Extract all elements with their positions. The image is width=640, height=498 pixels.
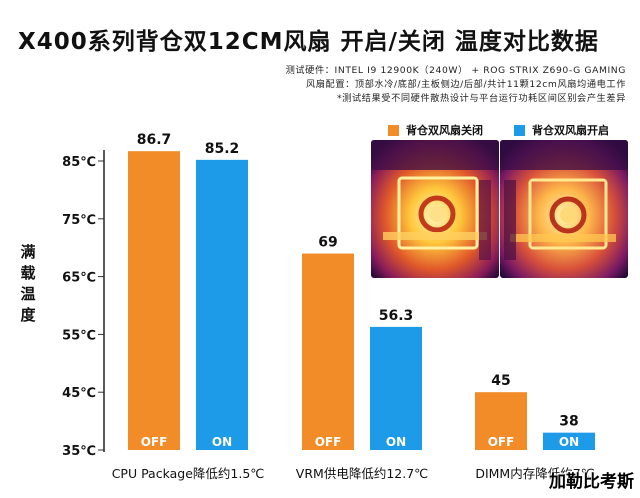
y-axis-label: 满载温度 — [20, 243, 36, 324]
watermark: 加勒比考斯 — [549, 472, 634, 492]
bar-state-label: OFF — [141, 435, 168, 449]
bar — [128, 151, 180, 450]
y-tick-label: 45℃ — [62, 386, 96, 401]
x-category-label: DIMM内存降低约7℃ — [475, 466, 594, 481]
bar — [543, 432, 595, 450]
y-tick-label: 55℃ — [62, 328, 96, 343]
x-category-label: CPU Package降低约1.5℃ — [112, 466, 265, 481]
legend-swatch-blue — [514, 124, 525, 136]
disclaimer-note: *测试结果受不同硬件散热设计与平台运行功耗区间区别会产生差异 — [336, 93, 626, 104]
legend-swatch-orange — [388, 124, 399, 136]
data-label: 86.7 — [137, 132, 172, 148]
data-label: 56.3 — [379, 308, 414, 324]
data-label: 45 — [491, 373, 510, 389]
bar-state-label: ON — [212, 435, 232, 449]
y-tick-label: 35℃ — [62, 444, 96, 459]
thermal-image-fans-off — [371, 140, 499, 278]
bar — [302, 253, 354, 450]
thermal-image-fans-on — [500, 140, 628, 278]
data-label: 85.2 — [205, 141, 240, 157]
fan-config-note: 风扇配置：顶部水冷/底部/主板侧边/后部/共计11颗12cm风扇均通电工作 — [305, 79, 626, 90]
legend-item-fans-on: 背仓双风扇开启 — [514, 122, 609, 138]
data-label: 69 — [318, 234, 337, 250]
bar — [370, 326, 422, 450]
bar-state-label: OFF — [488, 435, 515, 449]
y-tick-label: 75℃ — [62, 213, 96, 228]
legend-item-fans-off: 背仓双风扇关闭 — [388, 122, 483, 138]
x-category-label: VRM供电降低约12.7℃ — [296, 466, 428, 481]
bar-state-label: OFF — [315, 435, 342, 449]
y-tick-label: 65℃ — [62, 271, 96, 286]
legend-label-fans-off: 背仓双风扇关闭 — [406, 124, 483, 137]
y-tick-label: 85℃ — [62, 155, 96, 170]
test-hardware-note: 测试硬件：INTEL I9 12900K（240W） + ROG STRIX Z… — [285, 65, 626, 76]
legend-label-fans-on: 背仓双风扇开启 — [532, 124, 609, 137]
bar — [475, 392, 527, 450]
bar-state-label: ON — [559, 435, 579, 449]
data-label: 38 — [559, 414, 578, 430]
chart-title: X400系列背仓双12CM风扇 开启/关闭 温度对比数据 — [18, 29, 599, 55]
bar-state-label: ON — [386, 435, 406, 449]
bar — [196, 159, 248, 450]
